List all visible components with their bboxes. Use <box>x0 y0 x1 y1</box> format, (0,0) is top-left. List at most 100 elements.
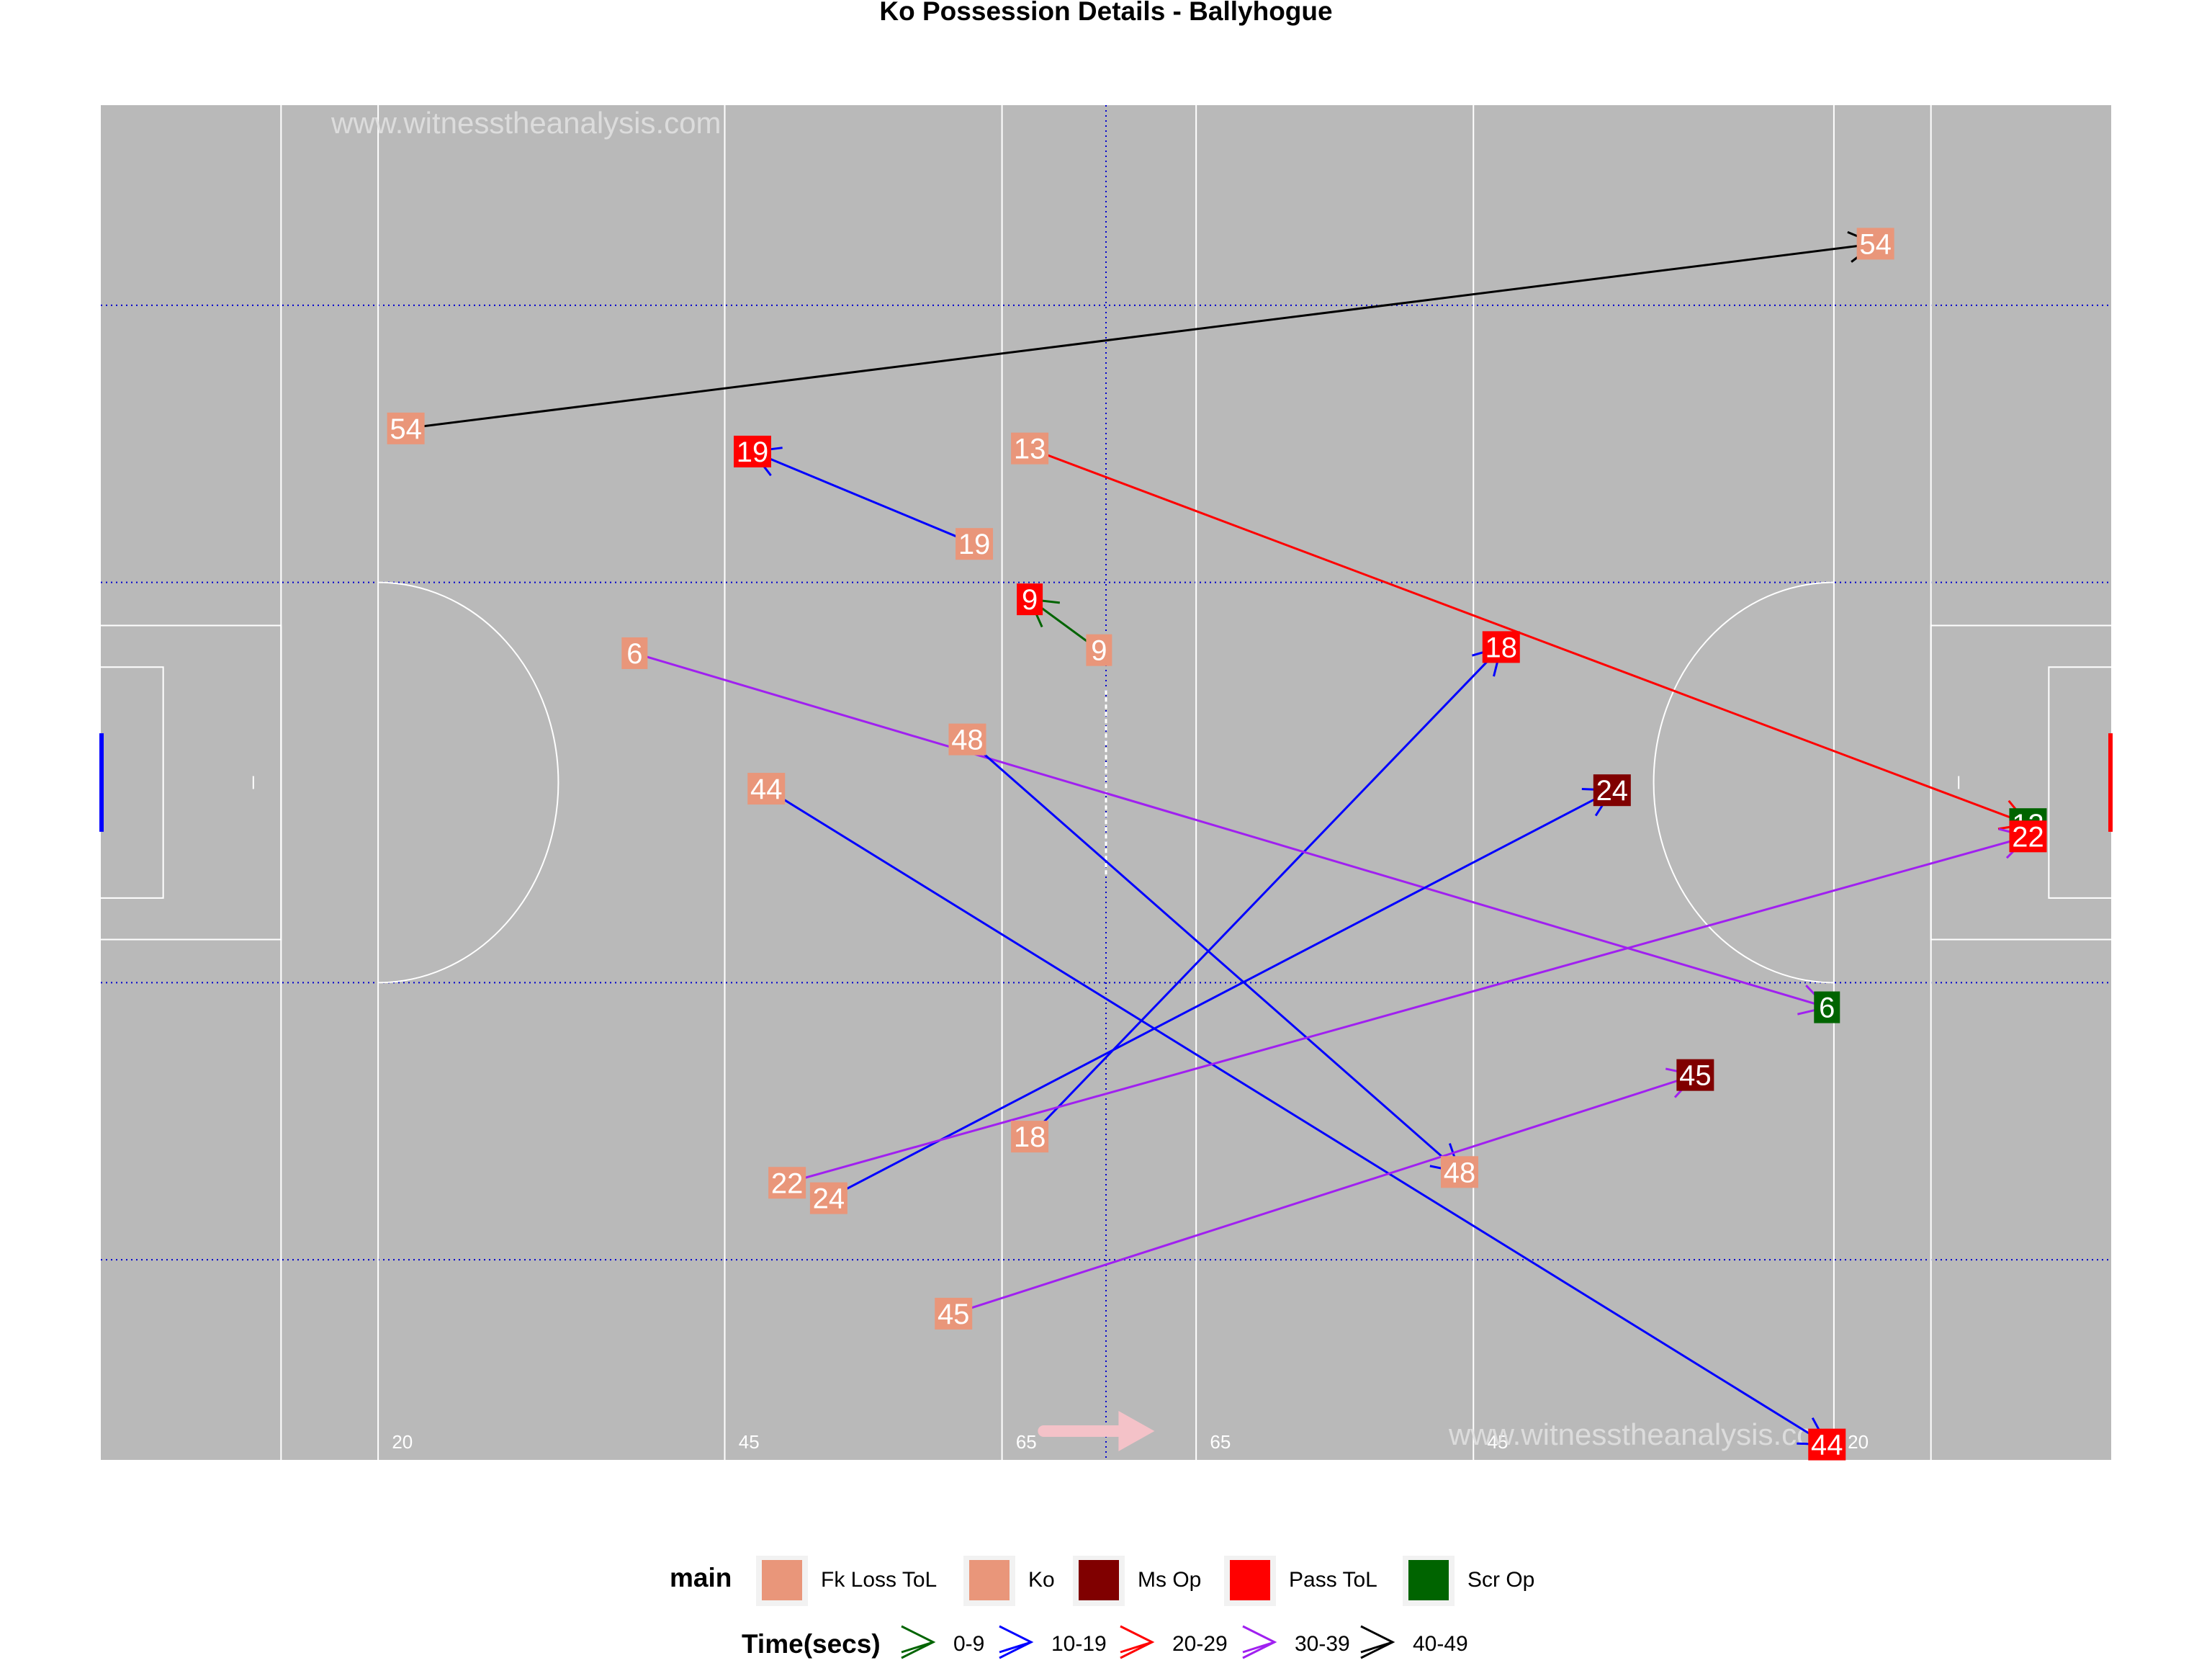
possession-label-text: 54 <box>1859 228 1892 260</box>
attack-direction-arrowhead-icon <box>1118 1411 1155 1451</box>
legend-main-label: Pass ToL <box>1289 1568 1377 1592</box>
possession-label-box <box>948 723 986 756</box>
possession-label-box <box>1086 634 1112 666</box>
possession-label-text: 48 <box>951 725 984 756</box>
legend-main-label: Ko <box>1028 1568 1055 1592</box>
legend-key-swatch <box>762 1560 802 1600</box>
legend-arrow-icon <box>901 1625 936 1659</box>
watermarks: www.witnesstheanalysis.com www.witnessthe… <box>331 106 1839 1451</box>
possession-label-box <box>768 1167 806 1199</box>
possession-label-text: 45 <box>938 1299 970 1330</box>
legend-time-label: 30-39 <box>1295 1632 1350 1656</box>
possession-label-box <box>2009 820 2047 853</box>
possession-label-text: 18 <box>1014 1121 1046 1153</box>
possession-label-text: 22 <box>2012 821 2044 853</box>
possession-label-box <box>1482 631 1520 663</box>
watermark-bottom: www.witnesstheanalysis.com <box>1448 1417 1839 1451</box>
possession-label-box <box>1676 1059 1714 1091</box>
left-semicircle <box>378 581 559 984</box>
possession-label-box <box>956 528 994 560</box>
possession-arrows <box>405 230 2031 1446</box>
legend-arrow-icon <box>1120 1625 1155 1659</box>
legend-time-label: 10-19 <box>1051 1632 1107 1656</box>
legend-arrow-line <box>1242 1641 1275 1654</box>
possession-label-box <box>1814 991 1840 1023</box>
possession-labels: 5419139186482444224554191391864824442245 <box>387 228 2047 1461</box>
legend-key-swatch <box>1230 1560 1270 1600</box>
possession-label-text: 9 <box>1022 584 1038 616</box>
legend-main-label: Scr Op <box>1467 1568 1534 1592</box>
right-small-rectangle <box>2048 666 2111 899</box>
possession-arrow-line <box>405 242 1876 430</box>
possession-label-box <box>1808 1428 1846 1461</box>
watermark-top: www.witnesstheanalysis.com <box>331 106 721 140</box>
possession-arrow-line <box>1029 646 1502 1138</box>
legend-arrow-icon <box>1360 1625 1395 1659</box>
possession-arrow-line <box>765 787 1828 1445</box>
pitch-background <box>101 105 2111 1460</box>
legend-arrow-line <box>1360 1641 1393 1654</box>
possession-arrow-line <box>1029 447 2028 825</box>
possession-label-box <box>935 1297 973 1330</box>
possession-label-box <box>733 435 771 467</box>
pitch-markings: 20 45 65 65 45 20 <box>99 105 2113 1460</box>
distance-label: 45 <box>1488 1431 1509 1453</box>
distance-label: 65 <box>1016 1431 1037 1453</box>
distance-label: 45 <box>739 1431 760 1453</box>
legend-time-title: Time(secs) <box>742 1629 881 1659</box>
possession-label-text: 48 <box>1444 1157 1476 1188</box>
possession-label-box <box>747 773 786 805</box>
legend-key-swatch <box>969 1560 1010 1600</box>
possession-label-box <box>1011 1121 1049 1153</box>
possession-label-box <box>1593 774 1631 807</box>
legend-time-label: 0-9 <box>953 1632 984 1656</box>
chart-title: Ko Possession Details - Ballyhogue <box>879 0 1332 26</box>
distance-label: 65 <box>1210 1431 1231 1453</box>
possession-label-box <box>1856 228 1894 260</box>
legend-time-label: 20-29 <box>1172 1632 1228 1656</box>
possession-label-text: 6 <box>1819 992 1835 1024</box>
possession-arrow-line <box>828 789 1613 1199</box>
possession-label-text: 19 <box>737 436 769 468</box>
legend-arrow-icon <box>1242 1625 1277 1659</box>
legends: main Fk Loss ToL Ko Ms Op Pass ToL Scr Op Time… <box>670 1556 1534 1659</box>
left-small-rectangle <box>101 666 164 899</box>
legend-main-title: main <box>670 1563 732 1592</box>
distance-label: 20 <box>1848 1431 1869 1453</box>
possession-label-text: 44 <box>750 774 783 805</box>
legend-main-label: Fk Loss ToL <box>821 1568 937 1592</box>
possession-label-text: 45 <box>1679 1060 1712 1092</box>
left-large-rectangle <box>101 624 282 941</box>
right-large-rectangle <box>1930 624 2111 941</box>
possession-label-text: 9 <box>1091 635 1107 667</box>
legend-arrow-line <box>1120 1641 1153 1654</box>
possession-label-text: 44 <box>1811 1430 1843 1461</box>
legend-arrow-line <box>901 1641 934 1654</box>
possession-label-box <box>1017 583 1043 616</box>
legend-key-swatch <box>1079 1560 1119 1600</box>
legend-time-label: 40-49 <box>1413 1632 1468 1656</box>
possession-label-text: 24 <box>1596 775 1629 807</box>
possession-arrow-line <box>786 835 2028 1184</box>
possession-label-text: 22 <box>771 1167 804 1199</box>
legend-arrow-icon <box>999 1625 1034 1659</box>
possession-arrow-line <box>966 738 1460 1173</box>
possession-label-text: 54 <box>390 413 422 445</box>
right-semicircle <box>1653 581 1834 984</box>
distance-label: 20 <box>392 1431 413 1453</box>
possession-label-text: 18 <box>1485 632 1518 663</box>
possession-label-text: 24 <box>813 1183 845 1215</box>
legend-key-swatch <box>1408 1560 1449 1600</box>
possession-label-text: 6 <box>626 638 642 670</box>
possession-label-box <box>621 637 648 669</box>
possession-label-box <box>387 412 425 444</box>
possession-arrow-line <box>953 1074 1696 1315</box>
possession-label-box <box>1441 1156 1479 1188</box>
possession-arrow-line <box>752 450 975 545</box>
legend-main-label: Ms Op <box>1138 1568 1201 1592</box>
legend-arrow-line <box>999 1641 1032 1654</box>
possession-label-box <box>809 1182 848 1214</box>
possession-label-box <box>1011 432 1049 465</box>
